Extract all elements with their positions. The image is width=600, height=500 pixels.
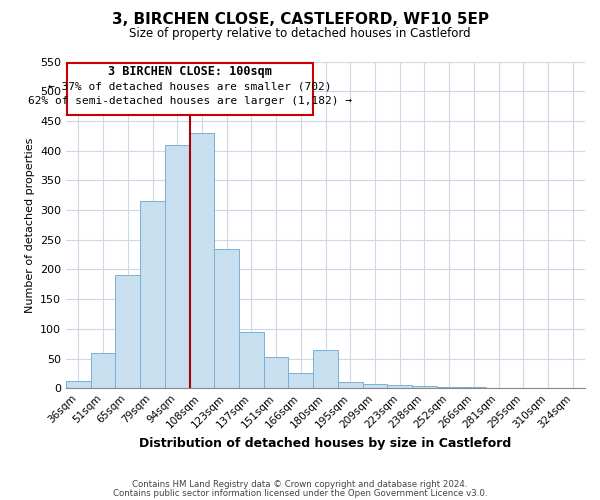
Text: Contains HM Land Registry data © Crown copyright and database right 2024.: Contains HM Land Registry data © Crown c… <box>132 480 468 489</box>
Y-axis label: Number of detached properties: Number of detached properties <box>25 137 35 312</box>
Text: 3, BIRCHEN CLOSE, CASTLEFORD, WF10 5EP: 3, BIRCHEN CLOSE, CASTLEFORD, WF10 5EP <box>112 12 488 28</box>
Bar <box>239 332 264 388</box>
Text: Size of property relative to detached houses in Castleford: Size of property relative to detached ho… <box>129 28 471 40</box>
Bar <box>66 380 91 388</box>
Bar <box>388 386 412 388</box>
Bar <box>140 201 165 388</box>
Text: 3 BIRCHEN CLOSE: 100sqm: 3 BIRCHEN CLOSE: 100sqm <box>108 65 272 78</box>
Text: Contains public sector information licensed under the Open Government Licence v3: Contains public sector information licen… <box>113 489 487 498</box>
Bar <box>338 382 362 388</box>
Bar <box>461 387 486 388</box>
Bar <box>264 358 289 388</box>
Bar <box>362 384 388 388</box>
Bar <box>412 386 437 388</box>
Bar <box>313 350 338 389</box>
Bar <box>115 276 140 388</box>
Text: 62% of semi-detached houses are larger (1,182) →: 62% of semi-detached houses are larger (… <box>28 96 352 106</box>
Bar <box>437 386 461 388</box>
FancyBboxPatch shape <box>67 62 313 115</box>
Bar <box>165 144 190 388</box>
X-axis label: Distribution of detached houses by size in Castleford: Distribution of detached houses by size … <box>139 437 512 450</box>
Bar <box>289 374 313 388</box>
Text: ← 37% of detached houses are smaller (702): ← 37% of detached houses are smaller (70… <box>48 82 332 92</box>
Bar <box>214 248 239 388</box>
Bar <box>91 352 115 388</box>
Bar <box>190 133 214 388</box>
